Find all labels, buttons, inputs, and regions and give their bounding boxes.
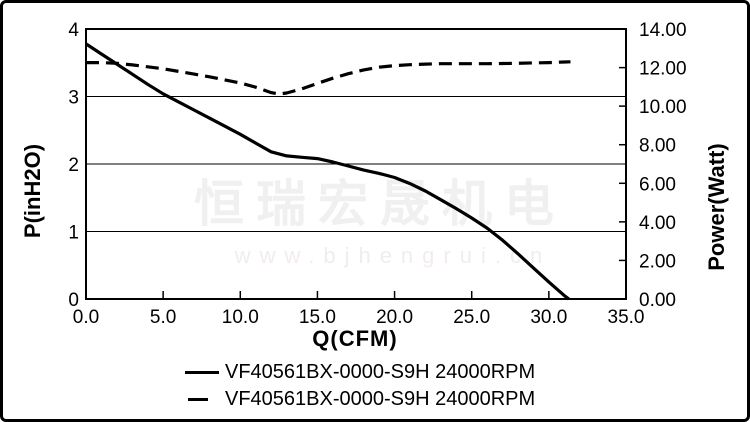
y-left-tick-label: 2 xyxy=(68,155,79,176)
y-right-tick-label: 10.00 xyxy=(639,97,687,118)
watermark-url-text: www.bjhengrui.cn xyxy=(234,243,552,268)
y-right-tick-label: 8.00 xyxy=(639,136,676,157)
y-left-tick-label: 3 xyxy=(68,88,79,109)
legend-solid-label: VF40561BX-0000-S9H 24000RPM xyxy=(225,361,536,383)
y-right-tick-label: 0.00 xyxy=(639,290,676,311)
y-left-tick-label: 0 xyxy=(68,290,79,311)
series-solid-curve xyxy=(85,42,570,301)
y-left-tick-label: 4 xyxy=(68,20,79,41)
x-tick-label: 25.0 xyxy=(453,307,490,328)
legend-item-solid: VF40561BX-0000-S9H 24000RPM xyxy=(183,359,535,386)
legend-solid-line-sample xyxy=(185,371,219,374)
x-tick-label: 35.0 xyxy=(608,307,645,328)
y-axis-left-title: P(inH2O) xyxy=(20,143,45,239)
x-tick-label: 20.0 xyxy=(376,307,413,328)
legend-dashed-line-sample xyxy=(188,398,208,401)
x-tick-label: 15.0 xyxy=(299,307,336,328)
watermark-company-text: 恒瑞宏晟机电 xyxy=(194,176,566,232)
y-axis-right-title: Power(Watt) xyxy=(704,143,729,271)
x-tick-label: 30.0 xyxy=(530,307,567,328)
x-axis-title: Q(CFM) xyxy=(312,326,398,351)
legend-item-dashed: VF40561BX-0000-S9H 24000RPM xyxy=(183,386,535,413)
y-right-tick-label: 14.00 xyxy=(639,20,687,41)
y-right-tick-label: 12.00 xyxy=(639,59,687,80)
x-tick-label: 10.0 xyxy=(222,307,259,328)
x-tick-label: 0.0 xyxy=(73,307,99,328)
y-right-tick-label: 2.00 xyxy=(639,251,676,272)
y-right-tick-label: 6.00 xyxy=(639,174,676,195)
y-left-tick-label: 1 xyxy=(68,223,79,244)
legend-dashed-label: VF40561BX-0000-S9H 24000RPM xyxy=(225,388,536,410)
series-dashed-curve xyxy=(86,60,571,96)
legend: VF40561BX-0000-S9H 24000RPM VF40561BX-00… xyxy=(183,359,535,413)
plot-border xyxy=(85,28,627,300)
chart-plot-area: 0.0 5.0 10.0 15.0 20.0 25.0 30.0 35.0 0 1 2 3 4 0.00 2… xyxy=(68,20,687,328)
x-tick-label: 5.0 xyxy=(150,307,176,328)
y-right-tick-label: 4.00 xyxy=(639,213,676,234)
